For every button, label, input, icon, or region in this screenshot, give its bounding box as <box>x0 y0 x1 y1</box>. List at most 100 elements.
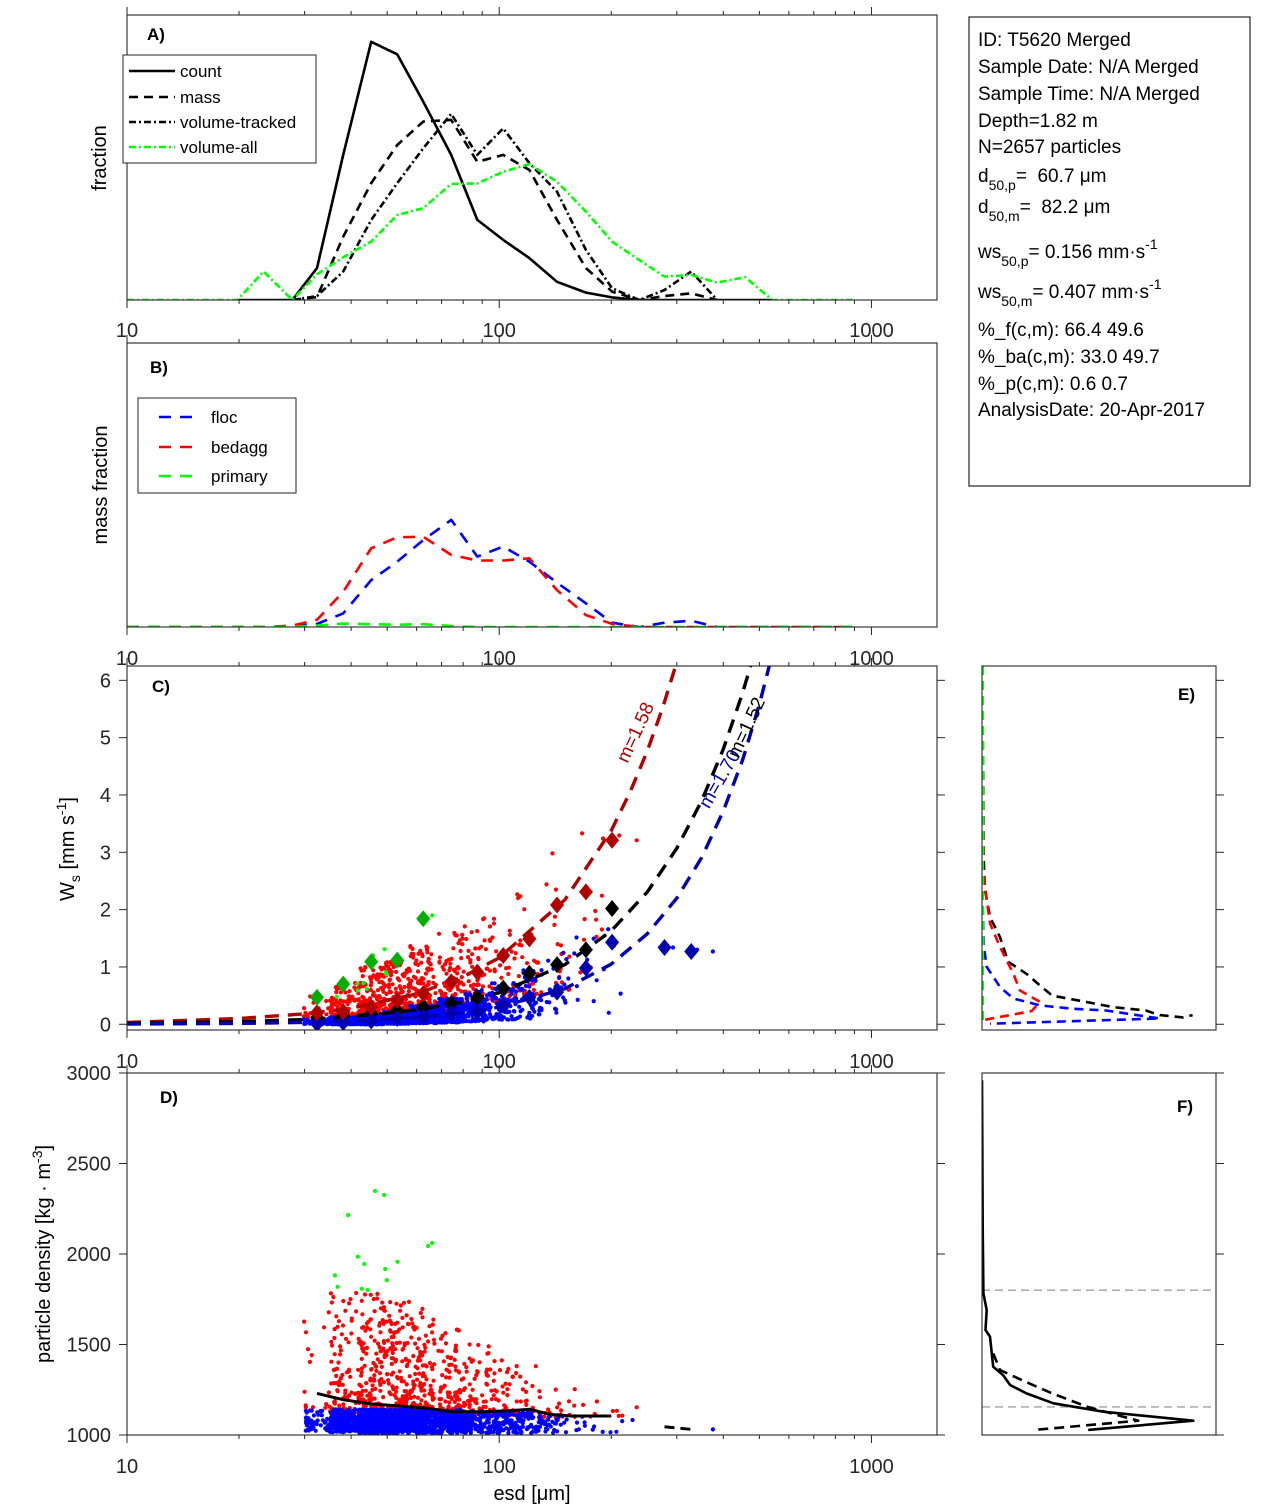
scatter-point-floc <box>510 987 515 992</box>
scatter-point-bedagg <box>553 1387 558 1392</box>
median-diamond-primary <box>336 975 351 993</box>
scatter-point-floc <box>346 1424 351 1429</box>
scatter-point-floc <box>364 1423 370 1428</box>
scatter-point-floc <box>561 950 566 956</box>
scatter-point-floc <box>320 1408 325 1413</box>
scatter-point-bedagg <box>444 1375 449 1380</box>
median-diamond-bedagg <box>522 930 537 948</box>
scatter-point-bedagg <box>397 1327 402 1332</box>
scatter-point-bedagg <box>346 1340 351 1345</box>
scatter-point-floc <box>466 1014 471 1019</box>
scatter-point-bedagg <box>388 1392 393 1397</box>
scatter-point-bedagg <box>391 1387 396 1392</box>
scatter-point-bedagg <box>475 978 480 983</box>
legend-label: volume-all <box>180 138 257 157</box>
scatter-point-bedagg <box>465 955 470 960</box>
scatter-point-bedagg <box>303 1403 308 1408</box>
scatter-point-bedagg <box>394 1340 399 1346</box>
scatter-point-floc <box>375 1430 381 1435</box>
scatter-point-bedagg <box>359 1384 364 1389</box>
scatter-point-bedagg <box>614 1408 620 1413</box>
scatter-point-bedagg <box>440 1333 445 1338</box>
scatter-point-bedagg <box>408 982 413 987</box>
scatter-point-bedagg <box>424 944 429 949</box>
scatter-point-floc <box>670 945 676 950</box>
scatter-point-floc <box>344 1410 349 1415</box>
scatter-point-bedagg <box>410 1401 416 1406</box>
scatter-point-bedagg <box>557 1401 562 1406</box>
scatter-point-bedagg <box>462 924 467 929</box>
scatter-point-bedagg <box>394 1301 399 1306</box>
scatter-point-floc <box>492 981 497 986</box>
legend-label: primary <box>211 467 268 486</box>
scatter-point-primary <box>384 972 389 977</box>
scatter-point-floc <box>536 1012 541 1017</box>
scatter-point-bedagg <box>533 1364 538 1369</box>
scatter-point-bedagg <box>634 1405 639 1410</box>
scatter-point-bedagg <box>440 964 445 970</box>
scatter-point-bedagg <box>388 1346 393 1351</box>
scatter-point-bedagg <box>378 965 383 970</box>
scatter-point-bedagg <box>453 1348 458 1353</box>
scatter-point-bedagg <box>424 1377 429 1382</box>
scatter-point-bedagg <box>470 1387 475 1392</box>
panel-d-plot-area <box>302 1188 716 1435</box>
legend-label: volume-tracked <box>180 113 296 132</box>
scatter-point-bedagg <box>594 917 599 922</box>
scatter-point-floc <box>493 996 499 1001</box>
scatter-point-bedagg <box>437 1402 443 1407</box>
scatter-point-floc <box>511 1009 516 1014</box>
scatter-point-bedagg <box>329 1300 334 1305</box>
scatter-point-bedagg <box>379 1377 384 1382</box>
scatter-point-bedagg <box>552 922 557 928</box>
scatter-point-floc <box>439 997 444 1002</box>
scatter-point-bedagg <box>452 968 457 974</box>
scatter-point-bedagg <box>504 966 509 971</box>
scatter-point-bedagg <box>488 1367 493 1372</box>
scatter-point-bedagg <box>324 998 329 1004</box>
scatter-point-bedagg <box>580 831 585 836</box>
scatter-point-bedagg <box>439 1349 444 1354</box>
scatter-point-floc <box>301 1017 306 1023</box>
scatter-point-bedagg <box>368 1376 373 1381</box>
scatter-point-bedagg <box>388 1320 393 1325</box>
scatter-point-floc <box>352 1015 357 1020</box>
scatter-point-floc <box>484 993 489 998</box>
scatter-point-bedagg <box>447 1390 452 1395</box>
median-diamond-all <box>578 941 593 959</box>
scatter-point-bedagg <box>383 1006 389 1011</box>
scatter-point-bedagg <box>467 1342 472 1347</box>
scatter-point-bedagg <box>453 1364 458 1369</box>
scatter-point-bedagg <box>530 981 535 986</box>
scatter-point-bedagg <box>455 984 460 989</box>
y-tick-label: 3 <box>100 842 111 864</box>
scatter-point-floc <box>365 1407 370 1412</box>
scatter-point-bedagg <box>430 1367 435 1372</box>
scatter-point-bedagg <box>420 1363 425 1368</box>
scatter-point-bedagg <box>360 994 365 999</box>
scatter-point-bedagg <box>448 1395 453 1400</box>
scatter-point-bedagg <box>411 974 417 979</box>
scatter-point-floc <box>372 1429 377 1434</box>
scatter-point-floc <box>402 1013 407 1018</box>
scatter-point-bedagg <box>336 1360 341 1365</box>
scatter-point-bedagg <box>364 1351 369 1356</box>
scatter-point-bedagg <box>404 1364 409 1369</box>
scatter-point-bedagg <box>418 1380 423 1386</box>
scatter-point-bedagg <box>387 1003 393 1008</box>
x-tick-label: 100 <box>483 1051 516 1073</box>
scatter-point-bedagg <box>470 952 475 957</box>
scatter-point-bedagg <box>347 989 352 994</box>
scatter-point-bedagg <box>537 1395 543 1400</box>
scatter-point-bedagg <box>482 972 487 977</box>
scatter-point-floc <box>349 1021 355 1026</box>
scatter-point-bedagg <box>382 984 387 990</box>
scatter-point-floc <box>438 1020 444 1025</box>
scatter-point-bedagg <box>459 975 464 980</box>
median-diamond-floc <box>496 996 511 1014</box>
scatter-point-bedagg <box>426 1339 431 1344</box>
scatter-point-bedagg <box>364 1381 369 1386</box>
y-axis-label: mass fraction <box>90 426 112 545</box>
scatter-point-floc <box>383 1431 388 1435</box>
scatter-point-bedagg <box>377 1345 382 1350</box>
